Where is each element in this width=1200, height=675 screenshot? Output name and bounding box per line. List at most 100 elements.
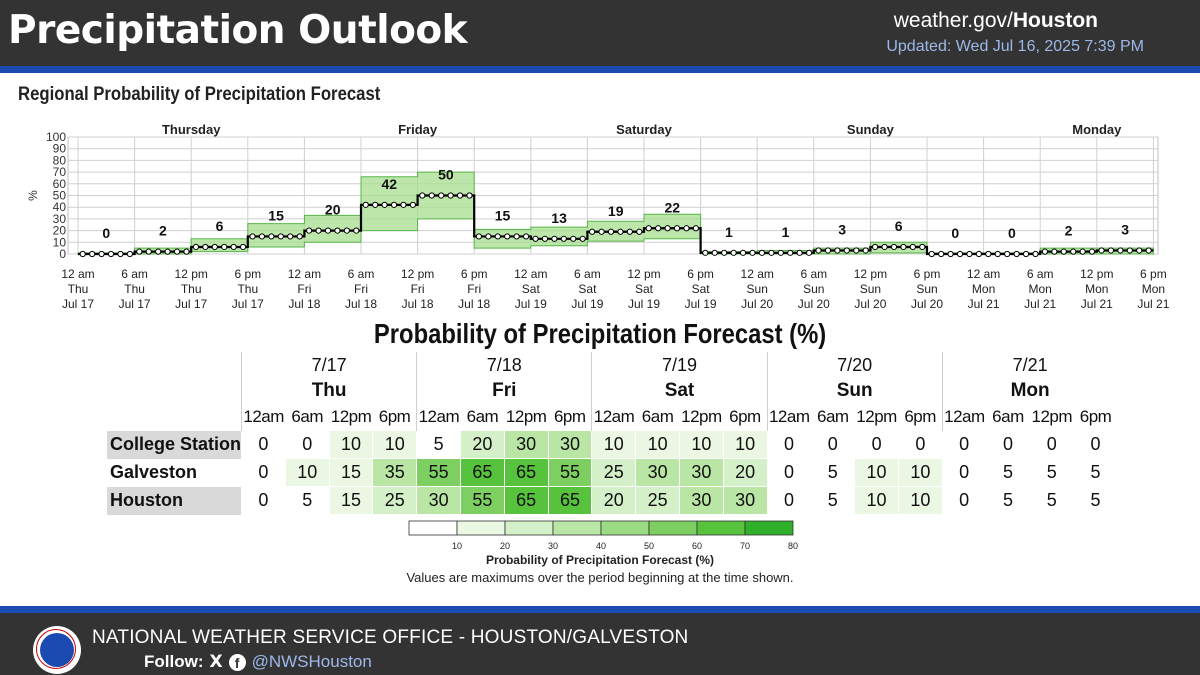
pop-cell: 20 — [460, 430, 505, 459]
pop-point — [173, 248, 181, 255]
day-label: Friday — [398, 122, 438, 137]
logo-ring — [36, 629, 76, 669]
date-header: 7/21 — [941, 352, 1118, 378]
pop-point — [664, 225, 671, 232]
pop-cell: 10 — [591, 430, 637, 459]
pop-point — [221, 243, 228, 251]
pop-cell: 55 — [460, 486, 505, 515]
pop-cell: 10 — [328, 430, 374, 459]
legend-swatch — [744, 520, 794, 536]
data-label: 3 — [838, 221, 846, 237]
pop-point — [485, 233, 492, 240]
x-tick-label: Sat — [578, 282, 597, 296]
x-tick-label: Sun — [803, 282, 824, 296]
pop-point — [919, 243, 926, 251]
pop-point — [164, 248, 171, 255]
pop-cell: 10 — [854, 486, 899, 515]
x-tick-label: 6 pm — [234, 267, 261, 281]
pop-cell: 0 — [284, 430, 330, 459]
data-label: 13 — [551, 210, 567, 226]
table-row: Houston 0 5 15 25 30 55 65 65 20 25 30 30 0 5 10 10 0 5 5 5 — [107, 486, 1118, 515]
pop-point — [872, 243, 879, 251]
corner-cell — [107, 378, 242, 404]
pop-point — [372, 201, 379, 208]
pop-cell: 0 — [1029, 430, 1075, 459]
pop-cell: 5 — [810, 486, 856, 515]
pop-cell: 5 — [416, 430, 461, 459]
x-tick-label: Fri — [297, 282, 311, 296]
pop-point — [268, 233, 275, 240]
pop-point — [928, 250, 935, 258]
site-link[interactable]: weather.gov/Houston — [894, 9, 1098, 33]
header-bar — [0, 0, 1200, 66]
hour-header: 6am — [641, 407, 674, 426]
x-tick-label: Jul 21 — [1081, 297, 1113, 311]
pop-cell: 30 — [635, 458, 680, 487]
pop-point — [400, 201, 407, 208]
pop-point — [306, 227, 313, 234]
pop-cell: 0 — [766, 486, 812, 515]
pop-point — [438, 192, 445, 199]
hour-header: 12pm — [1031, 407, 1073, 426]
hour-header: 6am — [816, 407, 849, 426]
x-tick-label: 6 pm — [1140, 267, 1167, 281]
y-tick-label: 50 — [53, 189, 67, 203]
pop-point — [900, 243, 907, 251]
pop-point — [343, 227, 350, 234]
x-tick-label: 6 pm — [461, 267, 488, 281]
x-tick-label: Jul 18 — [345, 297, 377, 311]
day-header: Sat — [591, 378, 768, 404]
pop-point — [98, 250, 105, 258]
x-tick-label: Thu — [181, 282, 202, 296]
x-tick-label: Fri — [354, 282, 368, 296]
pop-point — [390, 201, 398, 208]
pop-point — [711, 249, 718, 256]
pop-cell: 10 — [635, 430, 680, 459]
x-tick-label: Sun — [916, 282, 937, 296]
x-tick-label: 12 am — [288, 267, 321, 281]
pop-point — [739, 249, 747, 256]
hour-header: 12pm — [856, 407, 897, 426]
pop-point — [107, 250, 115, 258]
y-tick-label: 20 — [53, 224, 67, 238]
x-tick-label: Jul 19 — [628, 297, 660, 311]
pop-point — [532, 235, 539, 242]
data-label: 15 — [268, 207, 284, 223]
x-icon[interactable]: X — [209, 652, 223, 672]
pop-point — [787, 249, 794, 256]
header-stripe — [0, 66, 1200, 73]
corner-cell — [107, 352, 242, 378]
pop-cell: 20 — [722, 458, 768, 487]
x-tick-label: Jul 21 — [1024, 297, 1056, 311]
pop-cell: 25 — [591, 458, 637, 487]
pop-point — [211, 243, 218, 251]
hour-header: 6pm — [378, 407, 411, 426]
data-label: 15 — [495, 207, 511, 223]
pop-point — [1051, 248, 1058, 255]
x-tick-label: 12 pm — [1080, 267, 1113, 281]
pop-point — [456, 192, 464, 199]
pop-cell: 0 — [1073, 430, 1118, 459]
y-tick-label: 100 — [46, 130, 66, 144]
pop-point — [155, 248, 162, 255]
legend-tick: 30 — [548, 541, 558, 551]
day-header: Mon — [941, 378, 1118, 404]
pop-cell: 15 — [328, 458, 374, 487]
pop-point — [551, 235, 558, 242]
data-label: 0 — [951, 225, 959, 241]
data-label: 0 — [102, 225, 110, 241]
office-name: NATIONAL WEATHER SERVICE OFFICE - HOUSTO… — [92, 627, 689, 648]
pop-cell: 5 — [1073, 486, 1118, 515]
x-tick-label: 12 am — [741, 267, 774, 281]
pop-point — [239, 243, 247, 251]
pop-table: 7/17 7/18 7/19 7/20 7/21 Thu Fri Sat Sun Mon 12am 6… — [107, 352, 1118, 515]
x-tick-label: Sun — [747, 282, 768, 296]
x-tick-label: Jul 21 — [1137, 297, 1169, 311]
pop-point — [522, 233, 530, 240]
y-tick-label: 30 — [53, 212, 67, 226]
facebook-icon[interactable]: f — [228, 653, 246, 671]
pop-point — [881, 243, 888, 251]
pop-cell: 5 — [284, 486, 330, 515]
social-handle[interactable]: @NWSHouston — [251, 652, 372, 671]
pop-point — [1013, 250, 1020, 258]
